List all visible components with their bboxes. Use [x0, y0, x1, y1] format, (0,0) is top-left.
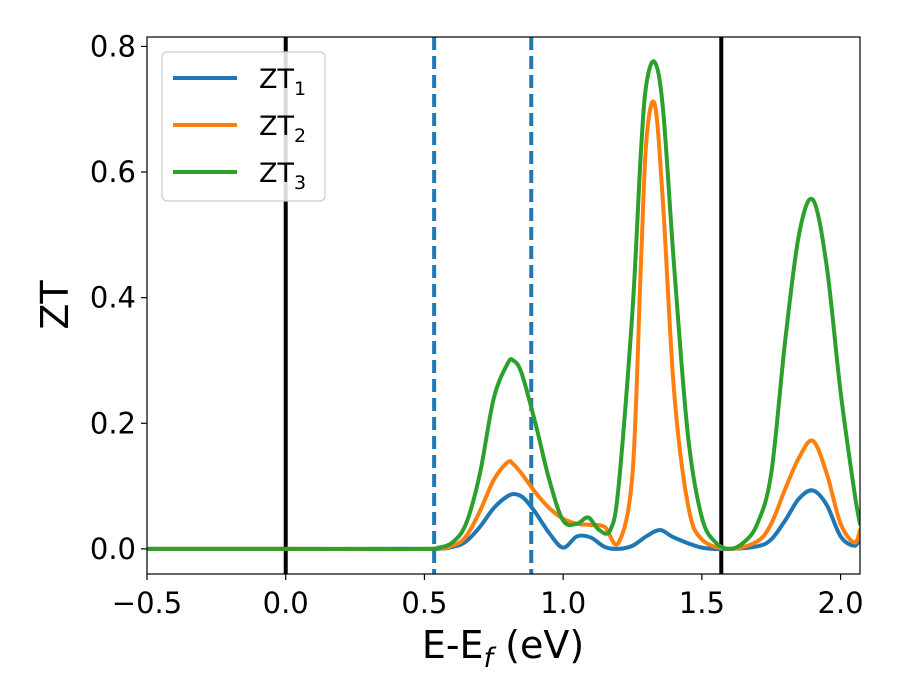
y-tick-label-3: 0.6 [90, 155, 136, 189]
legend-label-1: ZT1 [259, 64, 306, 100]
x-tick-label-1: 0.0 [263, 586, 309, 620]
y-axis-ticks: 0.0 0.2 0.4 0.6 0.8 [90, 29, 147, 566]
series-line-2 [147, 99, 860, 552]
x-tick-label-4: 1.5 [679, 586, 725, 620]
y-tick-label-2: 0.4 [90, 281, 136, 315]
legend-label-subscript-3: 3 [294, 172, 306, 194]
legend-label-2: ZT2 [259, 111, 306, 147]
legend-box [161, 51, 326, 202]
legend-label-main-1: ZT [259, 64, 294, 95]
y-axis-label: ZT [33, 280, 77, 330]
x-axis-label: E-Ef (eV) [422, 623, 584, 674]
legend-label-3: ZT3 [259, 158, 306, 194]
series-line-3 [147, 59, 860, 551]
y-tick-label-1: 0.2 [90, 406, 136, 440]
y-tick-label-4: 0.8 [90, 29, 136, 63]
legend-label-main-2: ZT [259, 111, 294, 142]
legend-label-main-3: ZT [259, 158, 294, 189]
series-lines [147, 59, 860, 552]
x-axis-label-main: E-E [422, 623, 484, 667]
x-axis-label-unit: (eV) [493, 623, 584, 667]
x-tick-label-0: −0.5 [112, 586, 182, 620]
x-axis-ticks: −0.5 0.0 0.5 1.0 1.5 2.0 [112, 574, 864, 620]
series-line-1 [147, 488, 860, 552]
x-tick-label-5: 2.0 [818, 586, 864, 620]
x-tick-label-2: 0.5 [401, 586, 447, 620]
x-tick-label-3: 1.0 [540, 586, 586, 620]
legend-label-subscript-2: 2 [294, 125, 306, 147]
legend-label-subscript-1: 1 [294, 78, 306, 100]
y-tick-label-0: 0.0 [90, 532, 136, 566]
plot-frame [146, 36, 861, 575]
